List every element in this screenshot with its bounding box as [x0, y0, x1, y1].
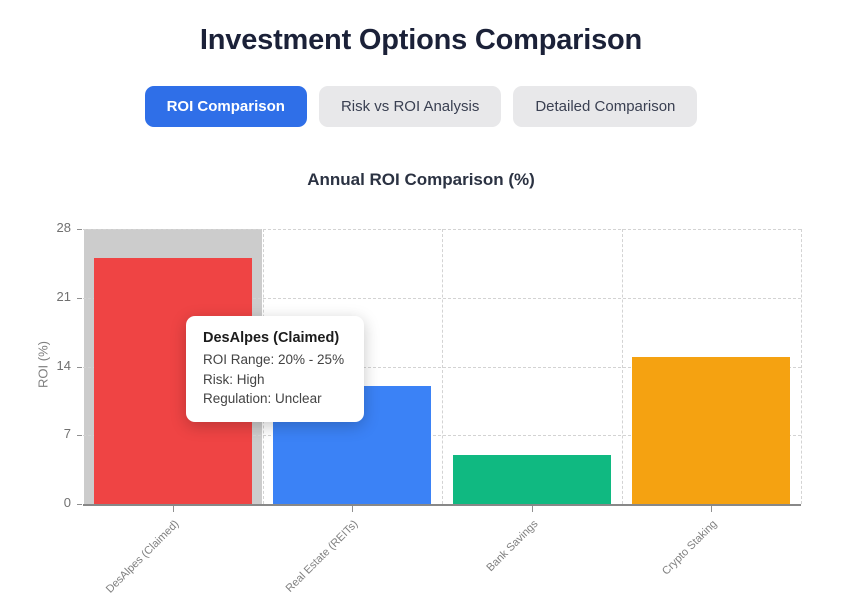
- y-axis-tick-mark: [77, 297, 82, 299]
- y-axis-tick-mark: [77, 229, 82, 230]
- x-axis-tick-mark: [531, 506, 533, 512]
- tab-detailed-comparison[interactable]: Detailed Comparison: [513, 86, 698, 127]
- y-axis-tick-mark: [77, 366, 82, 368]
- plot-area: [83, 229, 802, 504]
- x-axis-label: Bank Savings: [484, 518, 541, 575]
- y-axis-tick-mark: [77, 435, 82, 437]
- x-axis-line: [83, 504, 801, 506]
- y-axis-tick-label: 14: [56, 357, 71, 373]
- chart-title: Annual ROI Comparison (%): [307, 170, 535, 189]
- y-axis-tick-mark: [77, 504, 82, 505]
- tooltip-regulation: Regulation: Unclear: [203, 391, 322, 407]
- tooltip-roi-range: ROI Range: 20% - 25%: [203, 352, 345, 367]
- tooltip-title: DesAlpes (Claimed): [203, 330, 340, 346]
- x-axis-tick-mark: [172, 506, 174, 512]
- x-axis-label: Real Estate (REITs): [283, 518, 361, 595]
- gridline-vertical: [621, 229, 623, 504]
- x-axis-tick-mark: [711, 506, 713, 512]
- tab-bar: ROI Comparison Risk vs ROI Analysis Deta…: [0, 86, 842, 127]
- tab-roi-comparison[interactable]: ROI Comparison: [144, 86, 307, 127]
- tooltip-risk: Risk: High: [203, 371, 265, 387]
- x-axis-label: DesAlpes (Claimed): [103, 518, 182, 596]
- chart-tooltip: DesAlpes (Claimed) ROI Range: 20% - 25% …: [186, 316, 364, 422]
- x-axis-label: Crypto Staking: [660, 518, 720, 578]
- gridline-vertical: [801, 229, 802, 504]
- y-axis-tick-label: 21: [56, 288, 71, 304]
- x-axis-tick-mark: [352, 506, 354, 512]
- y-axis-tick-label: 0: [63, 495, 71, 510]
- y-axis-tick-label: 7: [63, 426, 71, 442]
- bar[interactable]: [452, 454, 611, 504]
- gridline-vertical: [442, 229, 443, 504]
- tab-risk-vs-roi-analysis[interactable]: Risk vs ROI Analysis: [318, 86, 502, 127]
- page-title: Investment Options Comparison: [199, 24, 643, 56]
- y-axis-tick-label: 28: [56, 220, 71, 235]
- bar[interactable]: [632, 356, 791, 504]
